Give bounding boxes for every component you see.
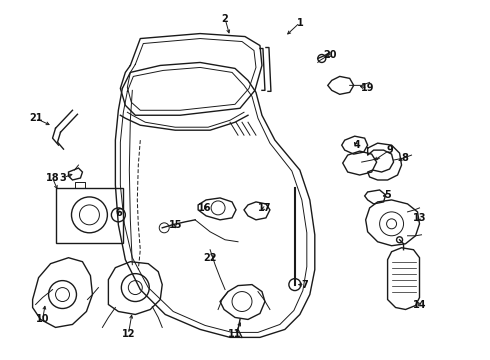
Text: 21: 21 bbox=[29, 113, 42, 123]
Text: 14: 14 bbox=[413, 300, 426, 310]
Text: 11: 11 bbox=[228, 329, 242, 339]
Text: 6: 6 bbox=[115, 208, 122, 218]
Text: 5: 5 bbox=[384, 190, 391, 200]
Text: 12: 12 bbox=[122, 329, 135, 339]
Text: 16: 16 bbox=[198, 203, 212, 213]
Text: 9: 9 bbox=[386, 145, 393, 155]
Text: 2: 2 bbox=[221, 14, 228, 24]
Text: 1: 1 bbox=[296, 18, 303, 28]
Text: 19: 19 bbox=[361, 84, 374, 93]
Text: 7: 7 bbox=[301, 280, 308, 289]
FancyBboxPatch shape bbox=[55, 188, 123, 243]
Text: 4: 4 bbox=[353, 140, 360, 150]
Text: 13: 13 bbox=[413, 213, 426, 223]
Text: 22: 22 bbox=[203, 253, 217, 263]
Text: 3: 3 bbox=[59, 173, 66, 183]
Text: 15: 15 bbox=[169, 220, 182, 230]
Text: 17: 17 bbox=[258, 203, 271, 213]
Text: 10: 10 bbox=[36, 314, 49, 324]
Circle shape bbox=[396, 237, 403, 243]
Circle shape bbox=[289, 279, 301, 291]
Text: 18: 18 bbox=[46, 173, 59, 183]
Text: 8: 8 bbox=[401, 153, 408, 163]
Circle shape bbox=[318, 54, 326, 62]
Text: 20: 20 bbox=[323, 50, 337, 60]
